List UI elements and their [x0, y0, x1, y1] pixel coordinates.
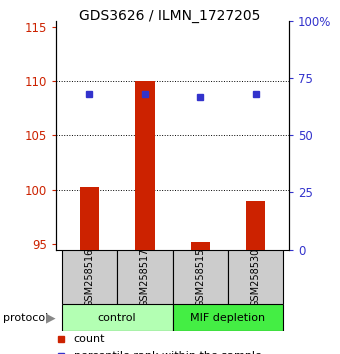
Text: protocol: protocol [3, 313, 49, 323]
Bar [191, 242, 210, 250]
Text: MIF depletion: MIF depletion [190, 313, 266, 323]
Text: GSM258516: GSM258516 [84, 247, 95, 307]
Text: GSM258515: GSM258515 [195, 247, 205, 307]
Text: GSM258517: GSM258517 [140, 247, 150, 307]
Text: ▶: ▶ [46, 311, 55, 324]
Bar [80, 187, 99, 250]
FancyBboxPatch shape [172, 304, 284, 331]
FancyBboxPatch shape [172, 250, 228, 304]
Text: control: control [98, 313, 136, 323]
Text: percentile rank within the sample: percentile rank within the sample [73, 352, 261, 354]
Bar [135, 81, 154, 250]
FancyBboxPatch shape [62, 304, 172, 331]
FancyBboxPatch shape [117, 250, 172, 304]
Text: GSM258530: GSM258530 [251, 247, 261, 307]
Text: GDS3626 / ILMN_1727205: GDS3626 / ILMN_1727205 [79, 9, 261, 23]
FancyBboxPatch shape [62, 250, 117, 304]
Bar [246, 201, 266, 250]
Text: count: count [73, 334, 105, 344]
FancyBboxPatch shape [228, 250, 284, 304]
